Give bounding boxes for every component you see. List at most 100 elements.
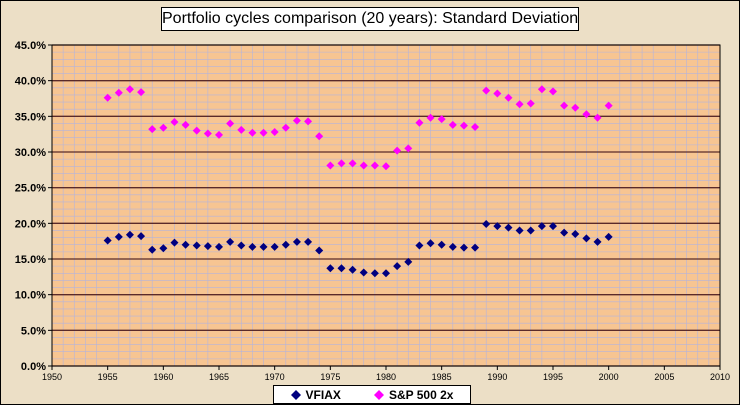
- point-vfiax: [593, 237, 602, 246]
- point-vfiax: [448, 242, 457, 251]
- point-vfiax: [304, 237, 313, 246]
- legend-entry-sp500-2x: S&P 500 2x: [373, 387, 454, 402]
- point-sp500-2x: [281, 123, 290, 132]
- point-vfiax: [393, 262, 402, 271]
- x-tick-label: 1950: [42, 372, 62, 382]
- point-sp500-2x: [137, 88, 146, 97]
- data-points: [103, 85, 613, 278]
- point-sp500-2x: [304, 117, 313, 126]
- x-tick-label: 2005: [654, 372, 674, 382]
- point-vfiax: [437, 240, 446, 249]
- point-vfiax: [137, 232, 146, 241]
- point-vfiax: [326, 264, 335, 273]
- point-vfiax: [226, 237, 235, 246]
- point-vfiax: [549, 222, 557, 231]
- point-sp500-2x: [114, 88, 123, 97]
- legend-entry-vfiax: VFIAX: [290, 388, 341, 402]
- y-tick-label: 15.0%: [15, 254, 46, 266]
- point-vfiax: [526, 226, 535, 235]
- x-tick-label: 1985: [432, 372, 452, 382]
- point-sp500-2x: [437, 115, 446, 124]
- y-tick-label: 10.0%: [15, 290, 46, 302]
- point-sp500-2x: [549, 87, 557, 96]
- point-vfiax: [281, 240, 290, 249]
- point-vfiax: [482, 220, 491, 229]
- point-sp500-2x: [593, 113, 602, 122]
- y-tick-label: 45.0%: [15, 40, 46, 52]
- point-vfiax: [192, 241, 201, 250]
- point-sp500-2x: [226, 119, 235, 128]
- legend-marker-vfiax: [290, 389, 301, 400]
- point-vfiax: [114, 232, 123, 241]
- y-tick-label: 40.0%: [15, 76, 46, 88]
- y-tick-label: 0.0%: [21, 361, 46, 373]
- point-vfiax: [215, 242, 223, 251]
- point-vfiax: [571, 230, 580, 239]
- point-sp500-2x: [248, 128, 257, 137]
- point-sp500-2x: [604, 101, 613, 110]
- point-vfiax: [337, 264, 346, 273]
- point-sp500-2x: [203, 129, 212, 138]
- point-sp500-2x: [537, 85, 546, 94]
- point-vfiax: [292, 237, 301, 246]
- x-tick-label: 1965: [209, 372, 229, 382]
- point-vfiax: [125, 230, 134, 239]
- point-sp500-2x: [526, 99, 535, 108]
- y-axis: 0.0% 5.0% 10.0% 15.0% 20.0% 25.0% 30.0% 35.0% 40…: [15, 40, 52, 373]
- y-tick-label: 35.0%: [15, 111, 46, 123]
- minor-grid: [52, 45, 720, 366]
- point-sp500-2x: [148, 125, 157, 134]
- point-vfiax: [148, 245, 157, 254]
- point-vfiax: [370, 269, 379, 278]
- point-sp500-2x: [582, 110, 591, 119]
- chart-title: Portfolio cycles comparison (20 years): …: [161, 7, 579, 31]
- point-vfiax: [415, 241, 424, 250]
- y-tick-label: 25.0%: [15, 183, 46, 195]
- point-sp500-2x: [560, 101, 569, 110]
- point-sp500-2x: [170, 118, 179, 127]
- legend-label-sp500-2x: S&P 500 2x: [388, 387, 454, 402]
- point-sp500-2x: [292, 116, 301, 125]
- point-sp500-2x: [382, 162, 390, 171]
- point-sp500-2x: [482, 86, 491, 95]
- point-sp500-2x: [348, 159, 357, 168]
- point-sp500-2x: [125, 85, 134, 94]
- point-sp500-2x: [426, 113, 435, 122]
- point-sp500-2x: [192, 126, 201, 135]
- point-sp500-2x: [337, 159, 346, 168]
- point-vfiax: [426, 239, 435, 248]
- point-sp500-2x: [393, 146, 402, 155]
- point-sp500-2x: [404, 144, 413, 153]
- x-tick-label: 1960: [153, 372, 173, 382]
- point-vfiax: [348, 265, 357, 274]
- point-vfiax: [560, 228, 569, 237]
- point-vfiax: [582, 234, 591, 243]
- point-sp500-2x: [415, 118, 424, 127]
- point-vfiax: [270, 242, 279, 251]
- point-sp500-2x: [504, 93, 513, 102]
- point-sp500-2x: [370, 161, 379, 170]
- x-tick-label: 1955: [98, 372, 118, 382]
- point-sp500-2x: [259, 128, 268, 137]
- point-vfiax: [259, 242, 268, 251]
- point-sp500-2x: [159, 123, 168, 132]
- x-tick-label: 1980: [376, 372, 396, 382]
- point-vfiax: [504, 223, 513, 232]
- legend: VFIAX S&P 500 2x: [273, 385, 471, 404]
- point-sp500-2x: [215, 130, 223, 139]
- point-vfiax: [181, 240, 190, 249]
- point-sp500-2x: [270, 128, 279, 137]
- point-sp500-2x: [315, 132, 324, 141]
- point-vfiax: [471, 243, 480, 252]
- x-axis: 1950 1955 1960 1965 1970 1975 1980 1985 1990 1995…: [42, 366, 730, 382]
- y-tick-label: 20.0%: [15, 218, 46, 230]
- y-tick-label: 5.0%: [21, 325, 46, 337]
- point-vfiax: [359, 268, 368, 277]
- point-vfiax: [103, 236, 112, 245]
- x-tick-label: 1990: [487, 372, 507, 382]
- point-vfiax: [604, 232, 613, 241]
- point-sp500-2x: [571, 103, 580, 112]
- point-vfiax: [382, 269, 390, 278]
- point-sp500-2x: [181, 120, 190, 129]
